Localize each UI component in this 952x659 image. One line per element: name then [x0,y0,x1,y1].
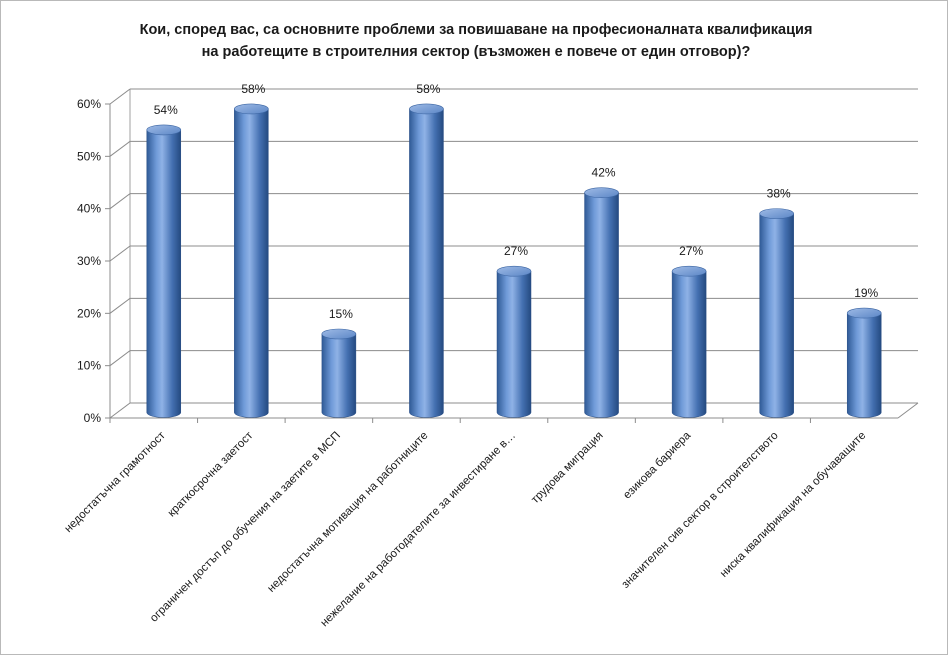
bar [496,265,532,418]
x-tick-label: краткосрочна заетост [166,429,256,519]
x-tick-label: езикова бариера [621,429,693,501]
gridline-side [109,193,131,210]
data-label: 15% [329,307,353,321]
y-tick-label: 10% [77,359,101,373]
y-tick-label: 50% [77,149,101,163]
bar-cap [409,103,444,115]
bar-cap [496,265,532,277]
bar-body [409,108,444,418]
bar-body [846,312,882,418]
floor-edge [897,402,919,419]
bar-cap [671,265,707,277]
bar-body [234,108,269,418]
bar-body [671,270,707,418]
bar [584,187,619,418]
data-label: 42% [592,166,616,180]
data-label: 38% [767,187,791,201]
y-tick-label: 60% [77,97,101,111]
y-tick-label: 40% [77,202,101,216]
x-tick-label: значителен сив сектор в строителството [620,430,781,591]
bar [409,103,444,418]
data-label: 27% [504,244,528,258]
bar [846,307,882,418]
gridline-side [109,350,131,367]
bar [759,208,794,418]
y-tick-label: 20% [77,306,101,320]
chart-title: Кои, според вас, са основните проблеми з… [0,19,952,63]
bar [146,124,182,418]
bar-cap [321,328,357,340]
bars-layer: 54% 58% 15% 58% 27% 42% 27% 38% 19% [146,82,882,418]
y-tick-label: 30% [77,254,101,268]
bar-cap [234,103,269,115]
gridline-side [109,88,131,105]
chart-title-line-2: на работещите в строителния сектор (възм… [201,44,751,60]
y-axis-ticks: 0% 10% 20% 30% 40% 50% 60% [77,97,101,425]
bar-body [146,129,182,418]
x-tick-label: ограничен достъп до обучения на заетите … [148,430,343,625]
bar-cap [146,124,182,136]
chart-title-line-1: Кои, според вас, са основните проблеми з… [139,22,813,38]
bar-cap [846,307,882,319]
gridline-side [109,402,131,419]
data-label: 19% [854,286,878,300]
x-tick-label: недостатъчна мотивация на работниците [265,430,430,595]
bar-body [496,270,532,418]
gridline-side [109,245,131,262]
bar-body [321,333,357,418]
data-label: 27% [679,244,703,258]
x-tick-label: ниска квалификация на обучаващите [718,430,868,580]
x-tick-label: трудова миграция [529,430,605,506]
bar-cap [759,208,794,219]
bar-body [759,213,794,418]
gridline-side [109,297,131,314]
bar-body [584,192,619,418]
gridline-side [109,140,131,157]
x-tick-label: нежелание на работодателите за инвестира… [319,430,519,630]
data-label: 58% [416,82,440,96]
x-tick-label: недостатъчна грамотност [62,429,168,535]
bar [671,265,707,418]
data-label: 58% [241,82,265,96]
bar-cap [584,187,619,198]
data-label: 54% [154,103,178,117]
bar [321,328,357,418]
bar [234,103,269,418]
y-tick-label: 0% [84,411,102,425]
